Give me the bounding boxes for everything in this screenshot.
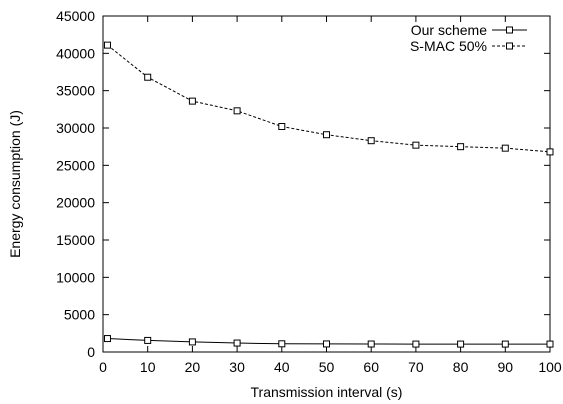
- x-tick-label: 0: [99, 359, 107, 375]
- legend: Our scheme S-MAC 50%: [410, 22, 527, 54]
- x-tick-label: 80: [453, 359, 469, 375]
- x-tick-label: 50: [319, 359, 335, 375]
- axis-ticks: 0 10 20 30 40 50 60 70 80 90 100 0 5000 10000 15000 200…: [56, 8, 562, 375]
- data-point-our-scheme: [546, 340, 554, 348]
- y-tick-label: 10000: [56, 269, 95, 285]
- y-tick-label: 5000: [64, 307, 95, 323]
- data-point-our-scheme: [412, 340, 420, 348]
- data-point-our-scheme: [457, 340, 465, 348]
- data-point-our-scheme: [323, 340, 330, 348]
- data-point-s-mac-50: [323, 131, 330, 139]
- data-point-our-scheme: [188, 338, 196, 346]
- data-point-our-scheme: [278, 340, 286, 348]
- data-point-s-mac-50: [501, 144, 509, 152]
- data-point-our-scheme: [367, 340, 375, 348]
- x-tick-label: 60: [363, 359, 379, 375]
- data-point-our-scheme: [233, 339, 241, 347]
- x-tick-label: 70: [408, 359, 424, 375]
- data-point-s-mac-50: [412, 141, 420, 149]
- y-axis-label: Energy consumption (J): [7, 110, 23, 258]
- x-tick-label: 10: [140, 359, 156, 375]
- data-point-our-scheme: [501, 340, 509, 348]
- x-tick-label: 90: [498, 359, 514, 375]
- data-point-our-scheme: [103, 335, 111, 343]
- x-axis-label: Transmission interval (s): [251, 384, 403, 400]
- data-point-s-mac-50: [278, 123, 286, 131]
- y-tick-label: 20000: [56, 195, 95, 211]
- y-tick-label: 15000: [56, 232, 95, 248]
- y-tick-label: 30000: [56, 120, 95, 136]
- data-point-s-mac-50: [103, 41, 111, 49]
- data-point-s-mac-50: [546, 148, 554, 156]
- data-point-s-mac-50: [188, 97, 196, 105]
- x-tick-label: 30: [229, 359, 245, 375]
- legend-marker-our-scheme: [506, 26, 513, 34]
- plot-frame: [102, 15, 551, 353]
- x-tick-label: 20: [185, 359, 201, 375]
- y-tick-label: 35000: [56, 83, 95, 99]
- x-tick-label: 40: [274, 359, 290, 375]
- data-point-s-mac-50: [233, 107, 241, 115]
- data-point-our-scheme: [144, 336, 152, 344]
- data-point-s-mac-50: [457, 143, 465, 151]
- series-layer: [103, 41, 554, 348]
- y-tick-label: 40000: [56, 45, 95, 61]
- legend-label-our-scheme: Our scheme: [411, 22, 487, 38]
- data-point-s-mac-50: [144, 73, 152, 81]
- y-tick-label: 25000: [56, 157, 95, 173]
- x-tick-label: 100: [538, 359, 562, 375]
- legend-marker-smac: [506, 42, 513, 50]
- legend-label-smac: S-MAC 50%: [410, 38, 487, 54]
- y-tick-label: 45000: [56, 8, 95, 24]
- data-point-s-mac-50: [367, 137, 375, 145]
- y-tick-label: 0: [87, 344, 95, 360]
